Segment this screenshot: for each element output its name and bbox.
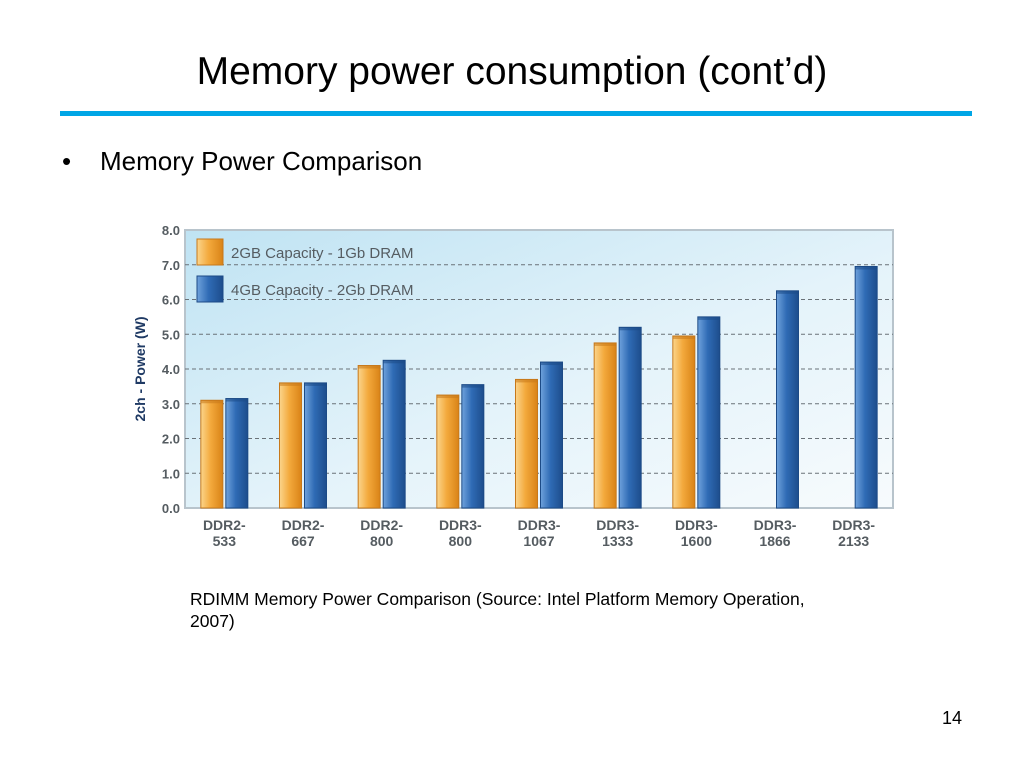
bullet-text: Memory Power Comparison [100,146,423,176]
x-tick-label: DDR2- [282,517,325,533]
bar-cap [540,362,563,366]
bar-2gb-1 [279,382,302,509]
bar-cap [304,382,327,386]
power-comparison-chart: 0.0 1.0 2.0 3.0 4.0 5.0 6.0 7.0 8.0 2ch - Power (… [125,215,900,560]
x-tick-label: DDR2- [203,517,246,533]
bar-4gb-3 [461,384,485,509]
bar-cap [383,360,406,364]
x-tick-label: DDR3- [518,517,561,533]
x-tick-label: 667 [291,533,315,549]
chart-caption: RDIMM Memory Power Comparison (Source: I… [190,589,805,631]
bar-2gb-0 [200,399,224,509]
x-tick-label: 800 [449,533,473,549]
legend-label-1: 4GB Capacity - 2Gb DRAM [231,282,414,299]
x-tick-label: 2133 [838,533,869,549]
bar-cap [619,327,642,331]
x-tick-label: 533 [213,533,237,549]
bar-4gb-2 [382,359,406,509]
slide-title: Memory power consumption (cont’d) [196,50,828,93]
x-tick-label: DDR3- [832,517,875,533]
x-tick-label: DDR3- [754,517,797,533]
x-tick-label: 800 [370,533,394,549]
bar-cap [461,384,484,388]
x-tick-label: DDR3- [675,517,718,533]
bar-cap [855,266,878,270]
x-tick-label: 1866 [759,533,790,549]
y-tick-label: 8.0 [162,223,180,238]
bar-cap [436,395,459,399]
legend-label-0: 2GB Capacity - 1Gb DRAM [231,245,414,262]
bar-4gb-6 [697,316,721,509]
bar-cap [697,316,720,320]
bar-2gb-4 [515,378,538,509]
bar-2gb-2 [357,365,381,509]
bar-4gb-4 [540,361,563,509]
bar-cap [515,379,538,383]
y-axis-title: 2ch - Power (W) [132,316,148,421]
y-tick-label: 3.0 [162,397,180,412]
legend-swatch-0 [196,238,224,266]
x-tick-label: 1067 [523,533,554,549]
bar-2gb-3 [436,394,460,509]
y-tick-label: 5.0 [162,327,180,342]
y-tick-label: 7.0 [162,258,180,273]
bar-cap [225,398,248,402]
bar-2gb-6 [672,335,696,509]
y-tick-label: 2.0 [162,432,180,447]
bar-4gb-5 [618,326,642,509]
y-tick-label: 0.0 [162,501,180,516]
bar-cap [279,382,302,386]
x-tick-label: DDR3- [596,517,639,533]
x-tick-label: 1333 [602,533,633,549]
x-tick-label: DDR2- [360,517,403,533]
y-tick-label: 4.0 [162,362,180,377]
x-tick-label: DDR3- [439,517,482,533]
y-tick-label: 1.0 [162,466,180,481]
page-number: 14 [941,708,962,728]
bar-cap [776,290,799,294]
bar-4gb-1 [304,382,327,509]
legend-swatch-1 [196,275,224,303]
bullet-point-icon: • [62,146,72,176]
title-underline [60,111,972,116]
y-tick-label: 6.0 [162,293,180,308]
bar-4gb-0 [225,398,249,509]
x-tick-label: 1600 [681,533,712,549]
bar-cap [358,365,381,369]
bar-cap [200,400,223,404]
bar-4gb-7 [776,290,799,509]
bar-2gb-5 [593,342,617,509]
chart-svg: 0.0 1.0 2.0 3.0 4.0 5.0 6.0 7.0 8.0 2ch - Power (… [132,223,894,549]
bar-cap [594,342,617,346]
bar-4gb-8 [854,265,878,509]
bar-cap [672,335,695,339]
